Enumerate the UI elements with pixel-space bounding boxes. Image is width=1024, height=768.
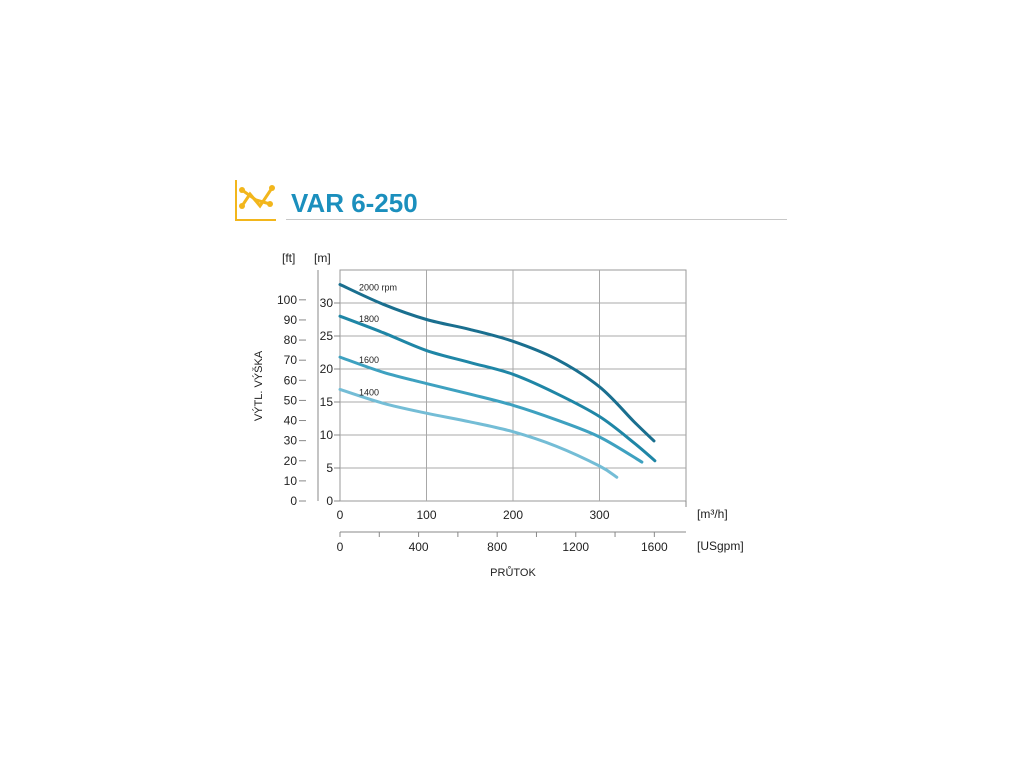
ft-tick-label: 20 — [284, 454, 298, 468]
series-label: 1800 — [359, 314, 379, 324]
y-tick-label: 25 — [320, 329, 334, 343]
m-unit-label: [m] — [314, 251, 331, 265]
ft-tick-label: 80 — [284, 333, 298, 347]
series-label: 1600 — [359, 355, 379, 365]
ft-tick-label: 100 — [277, 293, 297, 307]
x-tick-label: 200 — [503, 508, 523, 522]
ft-tick-label: 70 — [284, 353, 298, 367]
ft-tick-label: 60 — [284, 373, 298, 387]
ft-tick-label: 90 — [284, 313, 298, 327]
gpm-tick-label: 1200 — [562, 540, 589, 554]
ft-tick-label: 0 — [290, 494, 297, 508]
x-tick-label: 0 — [337, 508, 344, 522]
x-axis-title: PRŮTOK — [490, 566, 536, 579]
series-line-2000-rpm — [338, 283, 656, 443]
gpm-tick-label: 0 — [337, 540, 344, 554]
gpm-tick-label: 400 — [409, 540, 429, 554]
y-tick-label: 0 — [326, 494, 333, 508]
series-label: 2000 rpm — [359, 283, 397, 293]
series-line-1600 — [338, 355, 644, 464]
ft-tick-label: 30 — [284, 434, 298, 448]
gpm-unit-label: [USgpm] — [697, 539, 744, 553]
performance-chart-icon — [235, 180, 276, 221]
page-title: VAR 6-250 — [291, 188, 418, 218]
series-label: 1400 — [359, 387, 379, 397]
y-axis-title: VÝTL. VÝŠKA — [252, 350, 265, 421]
y-tick-label: 30 — [320, 296, 334, 310]
series-line-1400 — [338, 387, 619, 479]
y-tick-label: 20 — [320, 362, 334, 376]
gpm-tick-label: 1600 — [641, 540, 668, 554]
ft-tick-label: 40 — [284, 414, 298, 428]
title-divider — [286, 219, 787, 220]
y-tick-label: 10 — [320, 428, 334, 442]
ft-tick-label: 10 — [284, 474, 298, 488]
x-tick-label: 100 — [416, 508, 436, 522]
gpm-tick-label: 800 — [487, 540, 507, 554]
x-tick-label: 300 — [589, 508, 609, 522]
series-line-1800 — [338, 314, 657, 463]
ft-tick-label: 50 — [284, 393, 298, 407]
y-tick-label: 5 — [326, 461, 333, 475]
m3h-unit-label: [m³/h] — [697, 507, 728, 521]
ft-unit-label: [ft] — [282, 251, 295, 265]
y-tick-label: 15 — [320, 395, 334, 409]
